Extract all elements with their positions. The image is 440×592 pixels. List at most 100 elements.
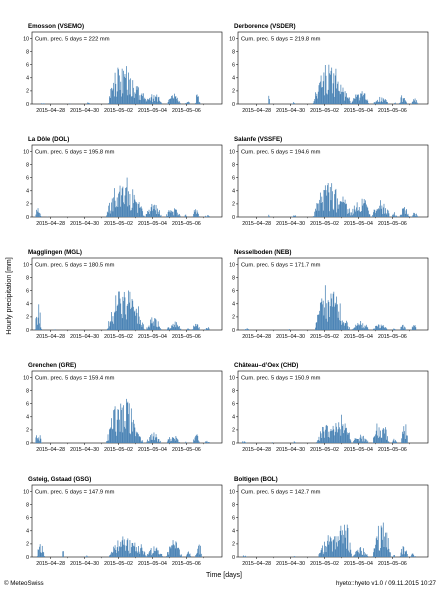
precipitation-bar xyxy=(167,328,168,330)
y-tick-label: 10 xyxy=(229,36,235,42)
precipitation-bar xyxy=(400,552,402,557)
precipitation-bar xyxy=(116,197,118,217)
precipitation-bar xyxy=(196,552,198,557)
precipitation-bar xyxy=(129,94,131,104)
precipitation-bar xyxy=(41,545,43,557)
precipitation-bar xyxy=(195,435,197,443)
precipitation-bar xyxy=(109,97,111,104)
y-tick-label: 4 xyxy=(232,189,235,195)
precipitation-bar xyxy=(111,202,112,217)
precipitation-bar xyxy=(355,438,357,443)
x-tick-label: 2015–04–30 xyxy=(70,561,99,567)
precipitation-bar xyxy=(356,551,358,557)
precipitation-bar xyxy=(150,319,151,330)
precipitation-bar xyxy=(157,101,158,104)
precipitation-bar xyxy=(179,213,180,217)
precipitation-bar xyxy=(400,214,402,217)
precipitation-bar xyxy=(364,555,366,557)
precipitation-bar xyxy=(118,291,119,330)
precipitation-bar xyxy=(188,101,189,104)
precipitation-bar xyxy=(193,213,194,217)
precipitation-bar xyxy=(351,103,352,104)
precipitation-bar xyxy=(204,329,206,330)
precipitation-bar xyxy=(39,440,40,443)
precipitation-bar xyxy=(118,291,120,330)
precipitation-bar xyxy=(198,101,200,104)
precipitation-bar xyxy=(319,199,321,217)
precipitation-bar xyxy=(342,543,344,557)
precipitation-bar xyxy=(375,102,376,104)
x-tick-label: 2015–05–04 xyxy=(344,221,373,227)
precipitation-bar xyxy=(198,213,199,217)
precipitation-bar xyxy=(108,205,110,217)
precipitation-bar xyxy=(351,101,353,104)
precipitation-bar xyxy=(352,328,354,330)
precipitation-bar xyxy=(324,185,326,217)
precipitation-bar xyxy=(43,552,45,557)
precipitation-bar xyxy=(365,439,367,443)
precipitation-bar xyxy=(112,428,114,443)
precipitation-bar xyxy=(185,214,187,217)
x-tick-label: 2015–05–06 xyxy=(378,561,407,567)
precipitation-bar xyxy=(317,91,319,104)
precipitation-bar xyxy=(140,548,141,557)
precipitation-bar xyxy=(319,302,321,330)
precipitation-bar xyxy=(322,202,323,217)
precipitation-bar xyxy=(367,100,369,104)
precipitation-bar xyxy=(346,548,347,557)
precipitation-bar xyxy=(126,545,127,557)
precipitation-bar xyxy=(373,328,375,330)
precipitation-bar xyxy=(242,441,243,443)
precipitation-bar xyxy=(376,536,378,557)
precipitation-bar xyxy=(365,204,367,217)
precipitation-bar xyxy=(358,324,359,330)
precipitation-bar xyxy=(129,194,131,217)
panel-title: Gsteig, Gstaad (GSG) xyxy=(28,476,91,483)
precipitation-bar xyxy=(338,90,340,104)
precipitation-bar xyxy=(118,409,119,443)
y-tick-label: 0 xyxy=(26,215,29,221)
precipitation-bar xyxy=(156,326,158,330)
x-tick-label: 2015–05–02 xyxy=(310,447,339,453)
precipitation-bar xyxy=(153,209,155,217)
precipitation-bar xyxy=(123,405,124,443)
y-tick-label: 4 xyxy=(232,76,235,82)
precipitation-bar xyxy=(348,432,350,443)
precipitation-bar xyxy=(174,545,175,557)
precipitation-bar xyxy=(160,214,162,217)
precipitation-bar xyxy=(327,426,328,443)
precipitation-bar xyxy=(113,546,115,557)
precipitation-bar xyxy=(358,325,360,330)
precipitation-bar xyxy=(116,547,118,557)
precipitation-bar xyxy=(171,325,173,330)
precipitation-bar xyxy=(380,327,381,330)
y-tick-label: 4 xyxy=(232,529,235,535)
precipitation-bar xyxy=(135,315,136,330)
precipitation-bar xyxy=(377,99,379,104)
precipitation-bar xyxy=(37,208,39,217)
precipitation-bar xyxy=(121,195,122,217)
precipitation-bar xyxy=(357,95,359,104)
precipitation-bar xyxy=(108,103,110,104)
y-tick-label: 6 xyxy=(26,402,29,408)
precipitation-bar xyxy=(133,194,135,217)
precipitation-bar xyxy=(385,429,387,443)
precipitation-bar xyxy=(365,439,366,443)
precipitation-bar xyxy=(360,93,362,104)
y-tick-label: 2 xyxy=(26,315,29,321)
precipitation-bar xyxy=(320,75,322,104)
precipitation-bar xyxy=(396,216,398,217)
precipitation-bar xyxy=(341,201,342,217)
precipitation-bar xyxy=(411,101,413,104)
precipitation-bar xyxy=(130,309,132,330)
precipitation-bar xyxy=(131,543,133,557)
precipitation-bar xyxy=(402,433,404,443)
precipitation-bar xyxy=(123,426,125,443)
precipitation-bar xyxy=(176,438,178,443)
precipitation-bar xyxy=(120,541,122,557)
precipitation-bar xyxy=(165,216,167,217)
precipitation-bar xyxy=(268,95,270,104)
precipitation-bar xyxy=(353,205,355,217)
precipitation-bar xyxy=(388,213,390,217)
precipitation-bar xyxy=(341,426,343,443)
